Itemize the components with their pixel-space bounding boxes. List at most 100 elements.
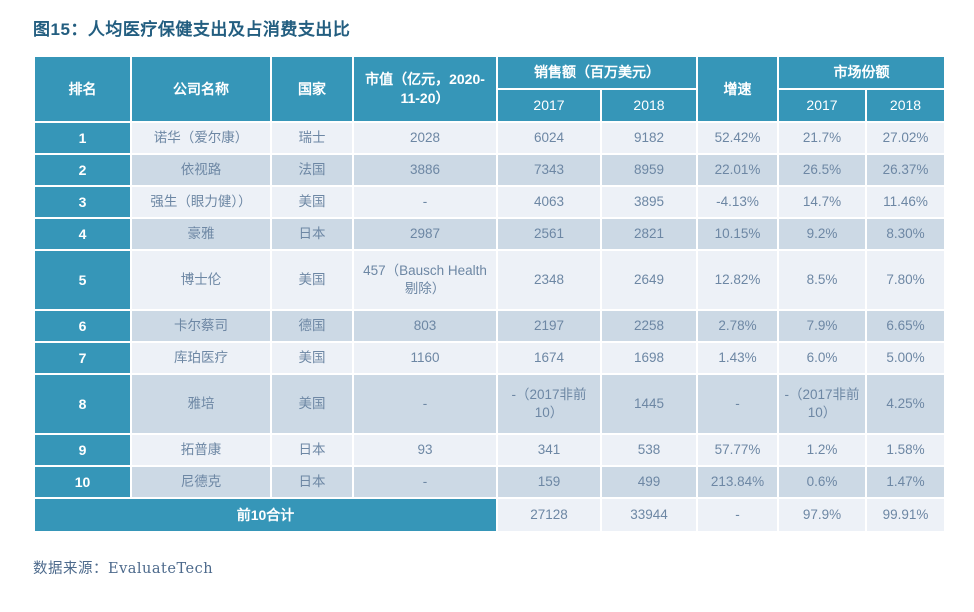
share-2017-cell: 21.7% [777, 121, 867, 155]
total-label-cell: 前10合计 [33, 497, 498, 533]
sales-2018-cell: 2649 [600, 249, 698, 311]
market-cap-cell: 2028 [352, 121, 498, 155]
growth-cell: 10.15% [696, 217, 779, 251]
country-cell: 法国 [270, 153, 354, 187]
total-share-2017-cell: 97.9% [777, 497, 867, 533]
col-header-share-2018: 2018 [865, 88, 946, 123]
rank-cell: 1 [33, 121, 132, 155]
rank-cell: 2 [33, 153, 132, 187]
sales-2018-cell: 9182 [600, 121, 698, 155]
table-header: 排名 公司名称 国家 市值（亿元，2020-11-20） 销售额（百万美元） 增… [33, 55, 946, 123]
rank-cell: 4 [33, 217, 132, 251]
country-cell: 美国 [270, 341, 354, 375]
market-cap-cell: 1160 [352, 341, 498, 375]
share-2017-cell: 26.5% [777, 153, 867, 187]
country-cell: 日本 [270, 433, 354, 467]
share-2017-cell: 7.9% [777, 309, 867, 343]
share-2018-cell: 26.37% [865, 153, 946, 187]
sales-2017-cell: 159 [496, 465, 602, 499]
col-header-sales-group: 销售额（百万美元） [496, 55, 698, 90]
share-2017-cell: 8.5% [777, 249, 867, 311]
sales-2017-cell: 341 [496, 433, 602, 467]
col-header-share-group: 市场份额 [777, 55, 946, 90]
share-2018-cell: 1.47% [865, 465, 946, 499]
col-header-sales-2017: 2017 [496, 88, 602, 123]
sales-2017-cell: 7343 [496, 153, 602, 187]
share-2017-cell: -（2017非前10） [777, 373, 867, 435]
growth-cell: - [696, 373, 779, 435]
sales-2017-cell: 2197 [496, 309, 602, 343]
share-2017-cell: 14.7% [777, 185, 867, 219]
market-cap-cell: - [352, 373, 498, 435]
data-source-note: 数据来源：EvaluateTech [33, 561, 214, 577]
total-growth-cell: - [696, 497, 779, 533]
col-header-country: 国家 [270, 55, 354, 123]
country-cell: 德国 [270, 309, 354, 343]
sales-2018-cell: 3895 [600, 185, 698, 219]
company-cell: 卡尔蔡司 [130, 309, 272, 343]
total-sales-2018-cell: 33944 [600, 497, 698, 533]
col-header-share-2017: 2017 [777, 88, 867, 123]
table-row: 3 强生（眼力健）） 美国 - 4063 3895 -4.13% 14.7% 1… [33, 185, 946, 219]
company-cell: 强生（眼力健）） [130, 185, 272, 219]
sales-2018-cell: 1698 [600, 341, 698, 375]
share-2018-cell: 27.02% [865, 121, 946, 155]
share-2018-cell: 4.25% [865, 373, 946, 435]
col-header-sales-2018: 2018 [600, 88, 698, 123]
growth-cell: 22.01% [696, 153, 779, 187]
market-cap-cell: 2987 [352, 217, 498, 251]
company-cell: 尼德克 [130, 465, 272, 499]
market-cap-cell: 3886 [352, 153, 498, 187]
total-sales-2017-cell: 27128 [496, 497, 602, 533]
sales-2018-cell: 499 [600, 465, 698, 499]
company-cell: 库珀医疗 [130, 341, 272, 375]
share-2018-cell: 1.58% [865, 433, 946, 467]
rank-cell: 6 [33, 309, 132, 343]
country-cell: 日本 [270, 217, 354, 251]
company-cell: 依视路 [130, 153, 272, 187]
company-cell: 诺华（爱尔康） [130, 121, 272, 155]
company-cell: 豪雅 [130, 217, 272, 251]
table-row: 6 卡尔蔡司 德国 803 2197 2258 2.78% 7.9% 6.65% [33, 309, 946, 343]
total-share-2018-cell: 99.91% [865, 497, 946, 533]
rank-cell: 9 [33, 433, 132, 467]
growth-cell: 2.78% [696, 309, 779, 343]
sales-2018-cell: 8959 [600, 153, 698, 187]
share-2018-cell: 5.00% [865, 341, 946, 375]
sales-2018-cell: 1445 [600, 373, 698, 435]
share-2018-cell: 6.65% [865, 309, 946, 343]
sales-2017-cell: 2348 [496, 249, 602, 311]
share-2017-cell: 1.2% [777, 433, 867, 467]
share-2018-cell: 11.46% [865, 185, 946, 219]
rank-cell: 5 [33, 249, 132, 311]
sales-2018-cell: 2258 [600, 309, 698, 343]
sales-2017-cell: 4063 [496, 185, 602, 219]
col-header-market-cap: 市值（亿元，2020-11-20） [352, 55, 498, 123]
growth-cell: 57.77% [696, 433, 779, 467]
sales-2018-cell: 538 [600, 433, 698, 467]
country-cell: 美国 [270, 373, 354, 435]
header-row-2: 2017 2018 2017 2018 [34, 88, 946, 123]
market-cap-cell: 457（Bausch Health剔除） [352, 249, 498, 311]
share-2017-cell: 0.6% [777, 465, 867, 499]
sales-2017-cell: 2561 [496, 217, 602, 251]
growth-cell: -4.13% [696, 185, 779, 219]
col-header-company: 公司名称 [130, 55, 272, 123]
company-cell: 博士伦 [130, 249, 272, 311]
table-body: 1 诺华（爱尔康） 瑞士 2028 6024 9182 52.42% 21.7%… [33, 121, 946, 533]
share-2018-cell: 7.80% [865, 249, 946, 311]
table-row: 2 依视路 法国 3886 7343 8959 22.01% 26.5% 26.… [33, 153, 946, 187]
sales-2018-cell: 2821 [600, 217, 698, 251]
company-cell: 雅培 [130, 373, 272, 435]
growth-cell: 52.42% [696, 121, 779, 155]
share-2017-cell: 6.0% [777, 341, 867, 375]
growth-cell: 12.82% [696, 249, 779, 311]
rank-cell: 10 [33, 465, 132, 499]
table-row: 9 拓普康 日本 93 341 538 57.77% 1.2% 1.58% [33, 433, 946, 467]
share-2017-cell: 9.2% [777, 217, 867, 251]
country-cell: 瑞士 [270, 121, 354, 155]
col-header-growth: 增速 [696, 55, 779, 123]
sales-2017-cell: -（2017非前10） [496, 373, 602, 435]
table-row: 1 诺华（爱尔康） 瑞士 2028 6024 9182 52.42% 21.7%… [33, 121, 946, 155]
country-cell: 美国 [270, 249, 354, 311]
